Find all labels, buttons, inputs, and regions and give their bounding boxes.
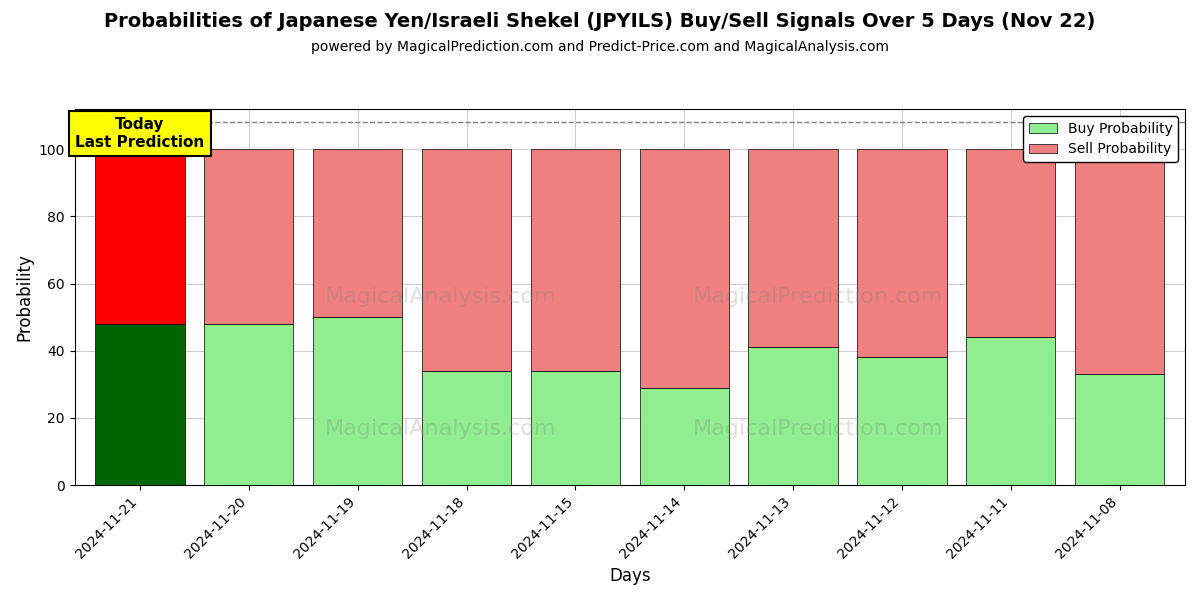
Bar [966,337,1056,485]
X-axis label: Days: Days [610,567,650,585]
Text: Probabilities of Japanese Yen/Israeli Shekel (JPYILS) Buy/Sell Signals Over 5 Da: Probabilities of Japanese Yen/Israeli Sh… [104,12,1096,31]
Bar [95,324,185,485]
Bar [313,149,402,317]
Bar [95,149,185,324]
Text: MagicalAnalysis.com: MagicalAnalysis.com [325,419,557,439]
Bar [530,149,620,371]
Bar [204,149,294,324]
Text: MagicalPrediction.com: MagicalPrediction.com [694,419,944,439]
Text: MagicalAnalysis.com: MagicalAnalysis.com [325,287,557,307]
Text: Today
Last Prediction: Today Last Prediction [76,118,204,150]
Bar [857,358,947,485]
Bar [749,347,838,485]
Bar [530,371,620,485]
Text: powered by MagicalPrediction.com and Predict-Price.com and MagicalAnalysis.com: powered by MagicalPrediction.com and Pre… [311,40,889,54]
Bar [1075,374,1164,485]
Bar [640,388,728,485]
Bar [1075,149,1164,374]
Y-axis label: Probability: Probability [16,253,34,341]
Bar [422,371,511,485]
Bar [857,149,947,358]
Legend: Buy Probability, Sell Probability: Buy Probability, Sell Probability [1024,116,1178,162]
Bar [749,149,838,347]
Bar [966,149,1056,337]
Bar [204,324,294,485]
Text: MagicalPrediction.com: MagicalPrediction.com [694,287,944,307]
Bar [640,149,728,388]
Bar [422,149,511,371]
Bar [313,317,402,485]
